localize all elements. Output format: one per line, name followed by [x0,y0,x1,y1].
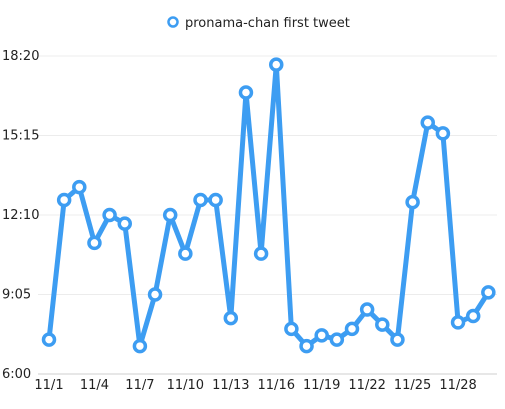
data-point[interactable] [132,338,148,354]
data-point[interactable] [481,285,496,300]
data-point[interactable] [405,194,420,210]
x-tick-label: 11/4 [80,378,109,393]
data-point[interactable] [162,207,178,223]
y-tick-label: 9:05 [2,288,31,303]
data-point[interactable] [375,317,390,332]
x-axis-ticks: 11/1 11/4 11/7 11/10 11/13 11/16 11/19 11/22 11/… [34,378,476,393]
data-point[interactable] [269,57,284,72]
data-point[interactable] [193,192,208,208]
x-tick-label: 11/1 [34,378,63,393]
data-point[interactable] [359,302,375,317]
x-tick-label: 11/19 [303,378,340,393]
data-point[interactable] [223,310,239,326]
data-point[interactable] [435,126,451,141]
x-tick-label: 11/10 [167,378,204,393]
data-point[interactable] [390,332,405,347]
x-tick-label: 11/16 [258,378,295,393]
data-point[interactable] [314,328,329,343]
x-tick-label: 11/28 [439,378,476,393]
data-point[interactable] [420,115,435,130]
data-point[interactable] [344,321,360,337]
data-point[interactable] [72,179,87,195]
data-point[interactable] [178,246,193,261]
series-line [46,62,491,349]
legend[interactable]: pronama-chan first tweet [167,16,350,31]
series-pronama-chan [41,57,496,354]
data-point[interactable] [299,338,314,354]
data-point[interactable] [253,246,269,261]
x-tick-label: 11/22 [348,378,385,393]
data-point[interactable] [87,235,102,251]
data-point[interactable] [117,216,132,231]
data-point[interactable] [284,321,299,337]
x-tick-label: 11/7 [125,378,154,393]
y-tick-label: 12:10 [2,208,39,223]
data-point[interactable] [238,85,254,100]
y-tick-label: 15:15 [2,129,39,144]
data-point[interactable] [329,332,345,347]
data-point[interactable] [41,332,57,347]
data-point[interactable] [147,287,163,302]
data-point[interactable] [450,315,466,330]
legend-label: pronama-chan first tweet [185,16,350,31]
y-tick-label: 6:00 [2,367,31,382]
data-point[interactable] [465,308,481,324]
x-tick-label: 11/13 [212,378,249,393]
data-point[interactable] [102,207,117,223]
legend-marker-icon [167,16,179,28]
y-tick-label: 18:20 [2,49,39,64]
y-axis-ticks: 6:00 9:05 12:10 15:15 18:20 [2,49,39,382]
data-point[interactable] [208,192,223,208]
x-tick-label: 11/25 [394,378,431,393]
data-point[interactable] [56,192,72,208]
